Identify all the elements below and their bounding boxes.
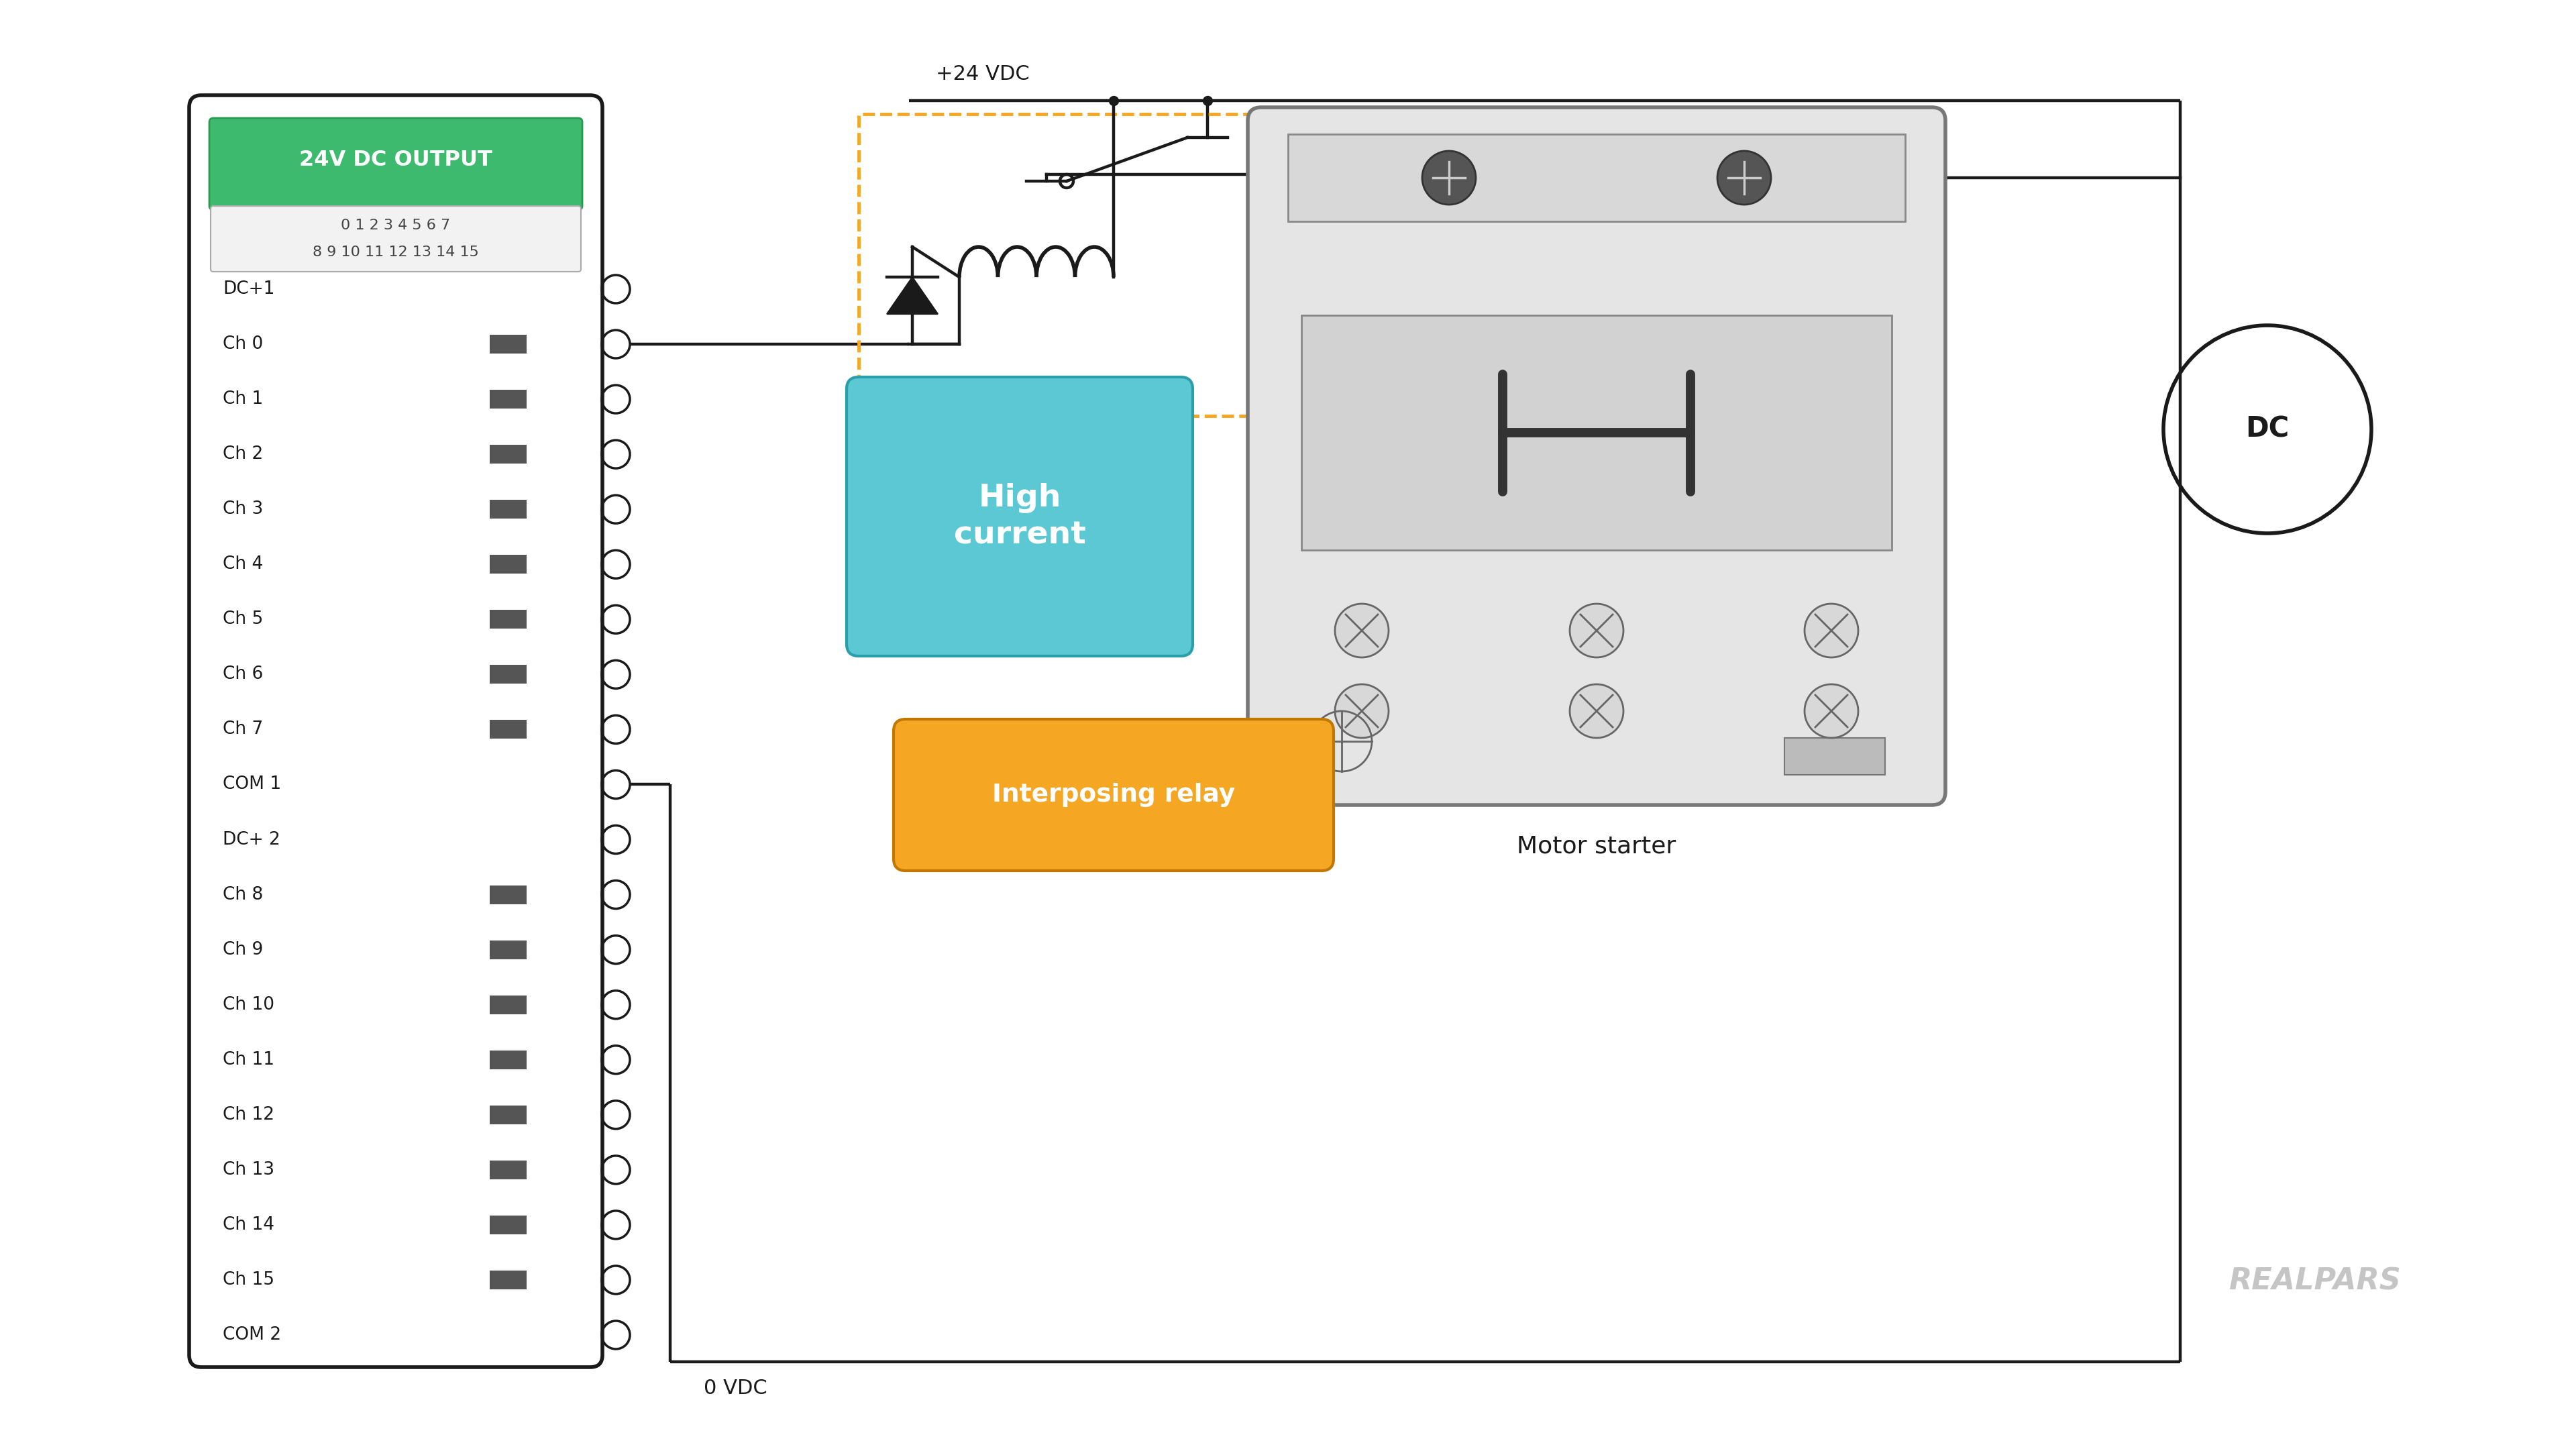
Text: Ch 6: Ch 6: [222, 665, 263, 682]
Circle shape: [1569, 604, 1623, 658]
Bar: [489, 995, 526, 1014]
Text: Ch 15: Ch 15: [222, 1271, 276, 1288]
Text: High
current: High current: [953, 483, 1084, 551]
Bar: [858, 114, 1296, 416]
Text: Interposing relay: Interposing relay: [992, 782, 1234, 807]
Bar: [489, 1051, 526, 1069]
Text: COM 2: COM 2: [222, 1326, 281, 1343]
Text: Ch 13: Ch 13: [222, 1161, 276, 1178]
Bar: [489, 1216, 526, 1235]
FancyBboxPatch shape: [848, 377, 1193, 656]
Bar: [489, 1271, 526, 1290]
Text: Ch 1: Ch 1: [222, 390, 263, 409]
Text: Ch 5: Ch 5: [222, 610, 263, 627]
Text: 24V DC OUTPUT: 24V DC OUTPUT: [299, 149, 492, 170]
Bar: [489, 1106, 526, 1124]
Text: DC: DC: [2246, 416, 2290, 443]
Text: Ch 3: Ch 3: [222, 500, 263, 519]
Bar: [489, 610, 526, 629]
FancyBboxPatch shape: [188, 96, 603, 1368]
Bar: [489, 445, 526, 464]
Text: Ch 9: Ch 9: [222, 940, 263, 958]
Bar: [489, 720, 526, 739]
Text: Ch 8: Ch 8: [222, 885, 263, 903]
FancyBboxPatch shape: [1288, 135, 1906, 222]
Bar: [489, 335, 526, 354]
Bar: [489, 1161, 526, 1179]
Bar: [489, 885, 526, 904]
Text: Ch 11: Ch 11: [222, 1051, 276, 1068]
Text: DC+ 2: DC+ 2: [222, 830, 281, 848]
FancyBboxPatch shape: [211, 206, 582, 271]
Text: Ch 0: Ch 0: [222, 336, 263, 354]
Polygon shape: [886, 277, 938, 314]
Bar: [489, 555, 526, 574]
Text: 8 9 10 11 12 13 14 15: 8 9 10 11 12 13 14 15: [312, 245, 479, 259]
Circle shape: [1718, 151, 1772, 204]
Circle shape: [1569, 684, 1623, 738]
Text: 0 1 2 3 4 5 6 7: 0 1 2 3 4 5 6 7: [340, 219, 451, 232]
Text: Motor starter: Motor starter: [1517, 835, 1677, 858]
Text: Ch 7: Ch 7: [222, 720, 263, 738]
Bar: [489, 665, 526, 684]
Bar: [489, 940, 526, 959]
Bar: [489, 390, 526, 409]
Text: +24 VDC: +24 VDC: [935, 64, 1030, 84]
Text: COM 1: COM 1: [222, 775, 281, 793]
FancyBboxPatch shape: [1785, 738, 1886, 775]
Bar: [489, 500, 526, 519]
Text: Ch 2: Ch 2: [222, 445, 263, 464]
Text: Ch 10: Ch 10: [222, 995, 276, 1013]
Text: 0 VDC: 0 VDC: [703, 1378, 768, 1398]
Circle shape: [1334, 684, 1388, 738]
Text: DC+1: DC+1: [222, 281, 276, 298]
Circle shape: [1806, 604, 1857, 658]
Text: Ch 4: Ch 4: [222, 555, 263, 572]
Text: Ch 14: Ch 14: [222, 1216, 276, 1233]
Circle shape: [1806, 684, 1857, 738]
FancyBboxPatch shape: [209, 117, 582, 210]
Text: REALPARS: REALPARS: [2228, 1266, 2401, 1295]
FancyBboxPatch shape: [1247, 107, 1945, 806]
Circle shape: [1334, 604, 1388, 658]
FancyBboxPatch shape: [894, 719, 1334, 871]
Text: Ch 12: Ch 12: [222, 1106, 276, 1123]
FancyBboxPatch shape: [1301, 316, 1891, 551]
Circle shape: [1422, 151, 1476, 204]
